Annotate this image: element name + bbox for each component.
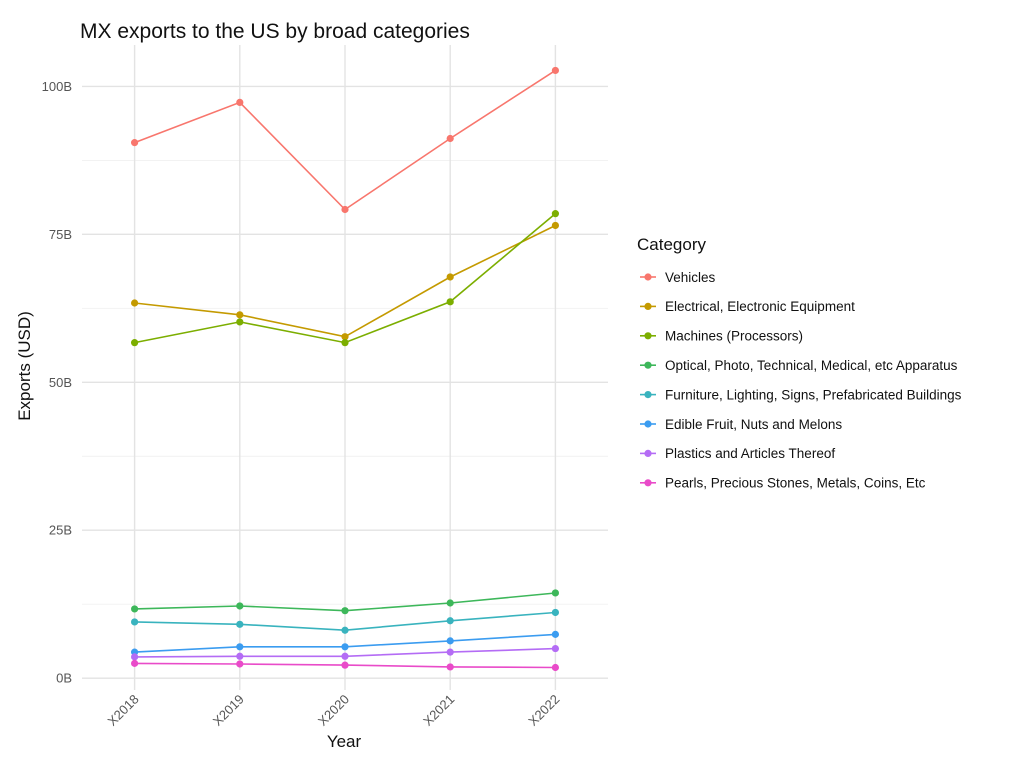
legend-key-point bbox=[644, 332, 652, 340]
data-point bbox=[446, 273, 454, 281]
series-group bbox=[131, 608, 560, 634]
legend-item: Vehicles bbox=[640, 270, 716, 285]
data-point bbox=[236, 652, 244, 660]
legend-key-point bbox=[644, 479, 652, 487]
series-layer bbox=[131, 66, 560, 672]
data-point bbox=[236, 620, 244, 628]
legend-label: Furniture, Lighting, Signs, Prefabricate… bbox=[665, 387, 962, 402]
data-point bbox=[341, 626, 349, 634]
legend-item: Machines (Processors) bbox=[640, 329, 803, 344]
legend-item: Pearls, Precious Stones, Metals, Coins, … bbox=[640, 476, 926, 491]
data-point bbox=[236, 318, 244, 326]
data-point bbox=[341, 205, 349, 214]
data-point bbox=[131, 139, 139, 147]
data-point bbox=[236, 602, 244, 610]
data-point bbox=[341, 643, 349, 651]
legend-item: Plastics and Articles Thereof bbox=[640, 446, 835, 461]
series-group bbox=[131, 221, 560, 341]
legend-label: Optical, Photo, Technical, Medical, etc … bbox=[665, 358, 958, 373]
data-point bbox=[341, 607, 349, 615]
data-point bbox=[236, 98, 244, 106]
data-point bbox=[131, 618, 139, 626]
chart-title: MX exports to the US by broad categories bbox=[80, 20, 470, 43]
legend-key-point bbox=[644, 302, 652, 310]
legend-key-point bbox=[644, 273, 652, 281]
legend-key-point bbox=[644, 391, 652, 399]
y-tick-label: 100B bbox=[42, 79, 72, 94]
data-point bbox=[341, 652, 349, 660]
data-point bbox=[131, 653, 139, 661]
y-axis: 0B 25B 50B 75B 100B bbox=[42, 79, 72, 686]
data-point bbox=[446, 298, 454, 306]
y-tick-label: 75B bbox=[49, 227, 72, 242]
legend-item: Optical, Photo, Technical, Medical, etc … bbox=[640, 358, 958, 373]
legend-item: Electrical, Electronic Equipment bbox=[640, 299, 855, 314]
y-tick-label: 25B bbox=[49, 523, 72, 538]
x-tick-label: X2018 bbox=[105, 692, 142, 729]
x-axis-title: Year bbox=[327, 732, 362, 751]
data-point bbox=[131, 659, 139, 667]
x-axis: X2018 X2019 X2020 X2021 X2022 bbox=[105, 692, 563, 729]
y-axis-title: Exports (USD) bbox=[15, 311, 34, 421]
data-point bbox=[446, 663, 454, 671]
y-tick-label: 0B bbox=[56, 671, 72, 686]
grid bbox=[82, 45, 608, 690]
data-point bbox=[551, 663, 560, 672]
data-point bbox=[551, 66, 560, 75]
data-point bbox=[446, 648, 454, 656]
data-point bbox=[446, 637, 454, 645]
data-point bbox=[341, 333, 349, 341]
data-point bbox=[551, 589, 560, 597]
legend: Category Vehicles Electrical, Electronic … bbox=[637, 235, 962, 491]
data-point bbox=[236, 660, 244, 668]
x-tick-label: X2021 bbox=[420, 692, 457, 729]
data-point bbox=[131, 339, 139, 347]
data-point bbox=[551, 630, 560, 638]
data-point bbox=[551, 210, 560, 218]
x-tick-label: X2020 bbox=[315, 692, 352, 729]
legend-label: Plastics and Articles Thereof bbox=[665, 446, 835, 461]
y-tick-label: 50B bbox=[49, 375, 72, 390]
series-group bbox=[131, 66, 560, 214]
legend-key-point bbox=[644, 361, 652, 369]
data-point bbox=[551, 644, 560, 653]
data-point bbox=[341, 339, 349, 347]
data-point bbox=[551, 221, 560, 230]
series-group bbox=[131, 589, 560, 615]
x-tick-label: X2022 bbox=[525, 692, 562, 729]
legend-label: Edible Fruit, Nuts and Melons bbox=[665, 417, 842, 432]
data-point bbox=[446, 617, 454, 625]
legend-title: Category bbox=[637, 235, 706, 254]
legend-label: Electrical, Electronic Equipment bbox=[665, 299, 855, 314]
legend-key-point bbox=[644, 420, 652, 428]
legend-label: Pearls, Precious Stones, Metals, Coins, … bbox=[665, 476, 926, 491]
data-point bbox=[236, 643, 244, 651]
data-point bbox=[446, 599, 454, 607]
data-point bbox=[551, 608, 560, 617]
x-tick-label: X2019 bbox=[210, 692, 247, 729]
data-point bbox=[446, 134, 454, 143]
legend-item: Furniture, Lighting, Signs, Prefabricate… bbox=[640, 387, 962, 402]
legend-key-point bbox=[644, 449, 652, 457]
legend-label: Vehicles bbox=[665, 270, 716, 285]
data-point bbox=[341, 661, 349, 669]
series-group bbox=[131, 210, 560, 347]
data-point bbox=[131, 605, 139, 613]
series-group bbox=[131, 644, 560, 661]
legend-item: Edible Fruit, Nuts and Melons bbox=[640, 417, 842, 432]
data-point bbox=[236, 311, 244, 319]
series-group bbox=[131, 659, 560, 672]
data-point bbox=[131, 299, 139, 307]
legend-label: Machines (Processors) bbox=[665, 329, 803, 344]
